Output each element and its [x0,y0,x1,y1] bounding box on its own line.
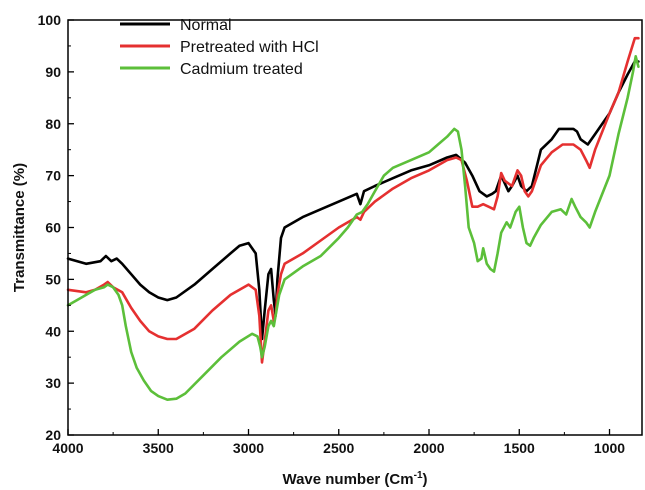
series-line-2 [66,36,640,364]
legend-label-2: Pretreated with HCl [180,39,319,56]
y-axis: 20 30 40 50 60 70 80 90 100 [38,12,74,443]
y-tick-label: 30 [45,375,61,391]
y-tick-label: 60 [45,220,61,236]
x-axis-title: Wave number (Cm-1) [282,470,427,488]
y-tick-label: 70 [45,168,61,184]
x-tick-label: 2500 [323,440,354,456]
series-line-1 [66,60,640,341]
y-tick-label: 90 [45,64,61,80]
y-tick-label: 80 [45,116,61,132]
x-tick-label: 1000 [594,440,625,456]
x-tick-label: 3000 [233,440,264,456]
legend: Normal Pretreated with HCl Cadmium treated [120,17,319,78]
plot-lines [66,36,640,401]
x-tick-label: 2000 [413,440,444,456]
plot-frame [67,19,643,436]
x-axis: 4000 3500 3000 2500 2000 1500 1000 [52,429,625,456]
x-tick-label: 4000 [52,440,83,456]
x-tick-label: 3500 [143,440,174,456]
legend-label-3: Cadmium treated [180,61,303,78]
y-axis-title: Transmittance (%) [11,163,28,292]
x-tick-label: 1500 [504,440,535,456]
y-tick-label: 50 [45,271,61,287]
legend-label-1: Normal [180,17,232,34]
y-tick-label: 100 [38,12,62,28]
series-line-3 [66,55,640,401]
y-tick-label: 40 [45,323,61,339]
y-tick-label: 20 [45,427,61,443]
